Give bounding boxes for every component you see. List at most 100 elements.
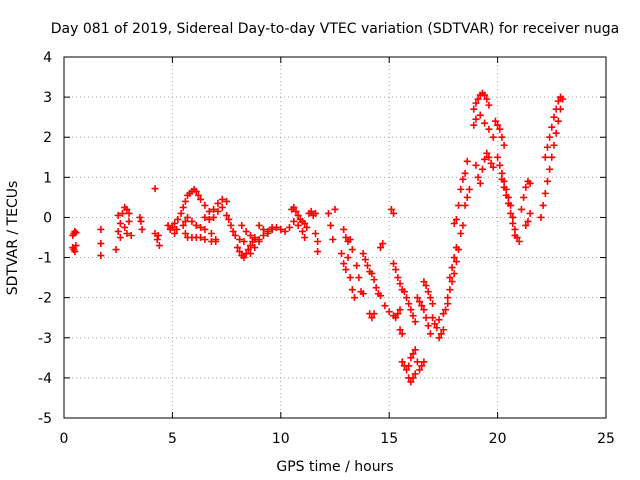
data-point	[259, 225, 267, 233]
data-point	[370, 276, 378, 284]
data-point	[439, 326, 447, 334]
data-point	[461, 169, 469, 177]
data-point	[498, 133, 506, 141]
data-point	[114, 211, 122, 219]
data-point	[552, 129, 560, 137]
data-point	[481, 155, 489, 163]
data-point	[181, 197, 189, 205]
data-point	[346, 236, 354, 244]
data-point	[550, 113, 558, 121]
data-point	[426, 294, 434, 302]
data-point	[125, 209, 133, 217]
data-point	[554, 97, 562, 105]
plot-frame	[63, 56, 607, 419]
data-point	[353, 262, 361, 270]
data-point	[485, 125, 493, 133]
data-point	[233, 244, 241, 252]
data-point	[520, 193, 528, 201]
data-point	[201, 213, 209, 221]
data-point	[71, 248, 79, 256]
data-point	[398, 330, 406, 338]
data-point	[459, 221, 467, 229]
data-point	[227, 221, 235, 229]
data-point	[500, 141, 508, 149]
data-point	[311, 209, 319, 217]
data-point	[377, 292, 385, 300]
data-point	[164, 221, 172, 229]
data-point	[485, 153, 493, 161]
data-point	[327, 221, 335, 229]
data-point	[522, 221, 530, 229]
data-point	[515, 238, 523, 246]
data-point	[459, 175, 467, 183]
data-point	[242, 227, 250, 235]
data-point	[342, 234, 350, 241]
data-point	[137, 217, 145, 225]
data-point	[537, 213, 545, 221]
y-tick-label: -4	[38, 371, 52, 387]
data-point	[136, 213, 144, 221]
data-point	[494, 153, 502, 161]
data-point	[127, 231, 135, 239]
data-point	[457, 185, 465, 193]
data-point	[259, 231, 267, 239]
data-point	[112, 246, 120, 254]
data-point	[392, 266, 400, 274]
data-point	[472, 115, 480, 123]
data-point	[154, 231, 162, 239]
data-point	[420, 358, 428, 366]
tick-labels: 0 5 10 15 20 25 -5 -4 -3 -2 -1 0 1 2 3 4	[38, 50, 615, 447]
data-point	[548, 153, 556, 161]
y-tick-label: -3	[38, 331, 52, 347]
data-point	[504, 199, 512, 207]
data-point	[455, 201, 463, 209]
data-point	[155, 242, 163, 250]
data-point	[461, 201, 469, 209]
data-point	[556, 93, 564, 101]
data-point	[444, 294, 452, 302]
data-point	[450, 219, 458, 227]
data-point	[179, 221, 187, 229]
data-point	[405, 362, 413, 370]
y-tick-label: -5	[38, 411, 52, 427]
data-point	[448, 264, 456, 272]
data-point	[407, 378, 415, 386]
data-point	[314, 248, 322, 256]
data-point	[498, 175, 506, 183]
data-point	[496, 161, 504, 169]
data-point	[422, 314, 430, 322]
x-tick-label: 20	[489, 431, 507, 447]
data-point	[450, 270, 458, 278]
data-point	[246, 231, 254, 239]
data-point	[197, 223, 205, 231]
data-point	[201, 236, 209, 244]
data-point	[370, 310, 378, 318]
data-point	[387, 205, 395, 213]
data-point	[517, 205, 525, 213]
data-point	[411, 370, 419, 378]
data-point	[472, 161, 480, 169]
data-point	[457, 229, 465, 237]
data-point	[511, 225, 519, 233]
data-point	[481, 91, 489, 99]
data-point	[236, 236, 244, 244]
data-point	[418, 362, 426, 370]
data-point	[210, 205, 218, 213]
data-point	[385, 308, 393, 316]
data-point	[255, 221, 263, 229]
data-point	[381, 302, 389, 310]
y-tick-label: -1	[38, 251, 52, 267]
data-point	[205, 215, 213, 223]
data-point	[554, 117, 562, 125]
data-point	[400, 288, 408, 296]
data-point	[476, 179, 484, 187]
data-point	[348, 286, 356, 294]
data-point	[394, 310, 402, 318]
data-point	[489, 163, 497, 171]
data-point	[422, 282, 430, 290]
data-point	[201, 225, 209, 233]
data-point	[489, 133, 497, 141]
data-point	[439, 310, 447, 318]
data-point	[210, 213, 218, 221]
data-point	[294, 211, 302, 219]
